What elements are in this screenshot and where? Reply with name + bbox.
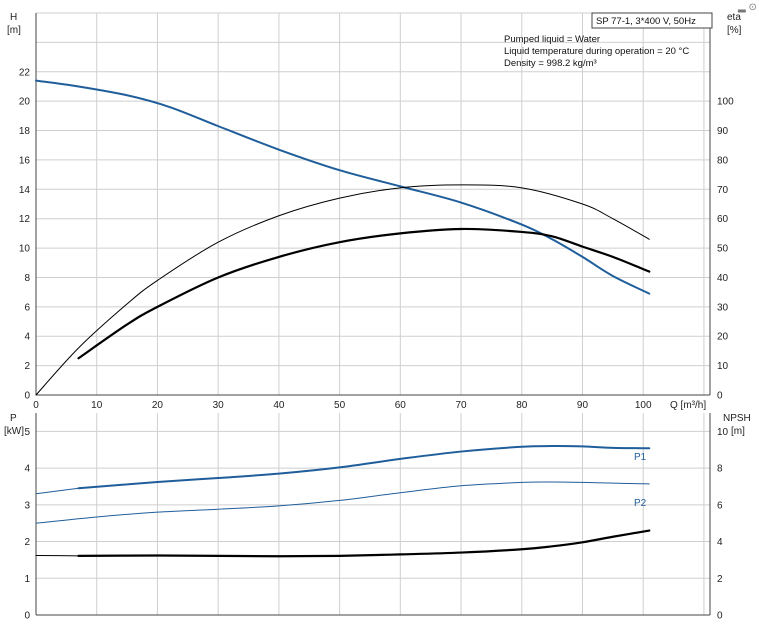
x-tick-label: 30 <box>213 400 225 411</box>
bottom-left-axis-title-line1: P <box>10 413 17 424</box>
y-tick-label-left: 2 <box>24 361 30 372</box>
bottom-right-axis-title-line2: [m] <box>731 426 745 437</box>
x-tick-label: 90 <box>577 400 589 411</box>
label-p1: P1 <box>634 452 647 463</box>
y-tick-label-left: 5 <box>24 427 30 438</box>
series-line-eta_pump <box>35 184 650 396</box>
y-tick-label-right: 0 <box>717 611 723 622</box>
label-p2: P2 <box>634 498 647 509</box>
info-temperature: Liquid temperature during operation = 20… <box>504 46 689 57</box>
y-tick-label-right: 60 <box>717 214 729 225</box>
series-line-P2 <box>35 481 650 524</box>
x-tick-label: 50 <box>334 400 346 411</box>
title-box-text: SP 77-1, 3*400 V, 50Hz <box>596 16 696 27</box>
x-tick-label: 10 <box>91 400 103 411</box>
y-tick-label-left: 1 <box>24 574 30 585</box>
x-axis-title: Q [m³/h] <box>670 400 706 411</box>
info-liquid: Pumped liquid = Water <box>504 34 600 45</box>
series-line-P2_ext <box>35 487 79 495</box>
y-tick-label-right: 70 <box>717 185 729 196</box>
y-tick-label-right: 50 <box>717 244 729 255</box>
y-tick-label-right: 80 <box>717 155 729 166</box>
y-tick-label-right: 8 <box>717 464 723 475</box>
y-tick-label-left: 16 <box>19 155 31 166</box>
top-right-axis-title-line1: eta <box>727 12 741 23</box>
x-tick-label: 20 <box>152 400 164 411</box>
y-tick-label-left: 0 <box>24 391 30 402</box>
y-tick-label-right: 10 <box>717 427 729 438</box>
y-tick-label-right: 0 <box>717 391 723 402</box>
title-box: SP 77-1, 3*400 V, 50Hz <box>591 12 713 29</box>
y-tick-label-right: 90 <box>717 126 729 137</box>
tick-labels: 0246810121416182022010203040506070809010… <box>19 67 734 621</box>
y-tick-label-right: 20 <box>717 332 729 343</box>
bottom-left-axis-title-line2: [kW] <box>4 426 24 437</box>
y-tick-label-right: 40 <box>717 273 729 284</box>
y-tick-label-right: 100 <box>717 97 734 108</box>
top-left-axis-title-line2: [m] <box>7 25 21 36</box>
y-tick-label-left: 12 <box>19 214 31 225</box>
y-tick-label-left: 10 <box>19 244 31 255</box>
series-line-P1 <box>77 445 651 490</box>
x-tick-label: 60 <box>395 400 407 411</box>
series-line-H <box>35 79 651 295</box>
y-tick-label-left: 4 <box>24 332 30 343</box>
y-tick-label-left: 6 <box>24 302 30 313</box>
series-line-NPSH <box>77 529 651 558</box>
y-tick-label-right: 2 <box>717 574 723 585</box>
top-right-axis-title-line2: [%] <box>727 25 742 36</box>
y-tick-label-left: 8 <box>24 273 30 284</box>
y-tick-label-left: 2 <box>24 537 30 548</box>
y-tick-label-left: 3 <box>24 500 30 511</box>
grid-lines <box>36 12 710 616</box>
y-tick-label-left: 4 <box>24 464 30 475</box>
y-tick-label-right: 30 <box>717 302 729 313</box>
x-tick-label: 0 <box>33 400 39 411</box>
y-tick-label-right: 10 <box>717 361 729 372</box>
top-left-axis-title-line1: H <box>10 12 17 23</box>
y-tick-label-right: 6 <box>717 500 723 511</box>
bottom-right-axis-title-line1: NPSH <box>723 413 751 424</box>
info-density: Density = 998.2 kg/m³ <box>504 58 597 69</box>
y-tick-label-left: 14 <box>19 185 31 196</box>
series-line-eta_total <box>77 227 651 360</box>
y-tick-label-left: 0 <box>24 611 30 622</box>
x-tick-label: 80 <box>516 400 528 411</box>
y-tick-label-left: 22 <box>19 67 31 78</box>
y-tick-label-left: 18 <box>19 126 31 137</box>
y-tick-label-right: 4 <box>717 537 723 548</box>
x-tick-label: 100 <box>635 400 652 411</box>
y-tick-label-left: 20 <box>19 97 31 108</box>
corner-icon: ▂ ⊙ <box>737 2 757 13</box>
x-tick-label: 40 <box>273 400 285 411</box>
x-tick-label: 70 <box>455 400 467 411</box>
axes <box>35 13 711 616</box>
series-lines <box>35 79 651 558</box>
info-block: Pumped liquid = Water Liquid temperature… <box>504 34 689 69</box>
